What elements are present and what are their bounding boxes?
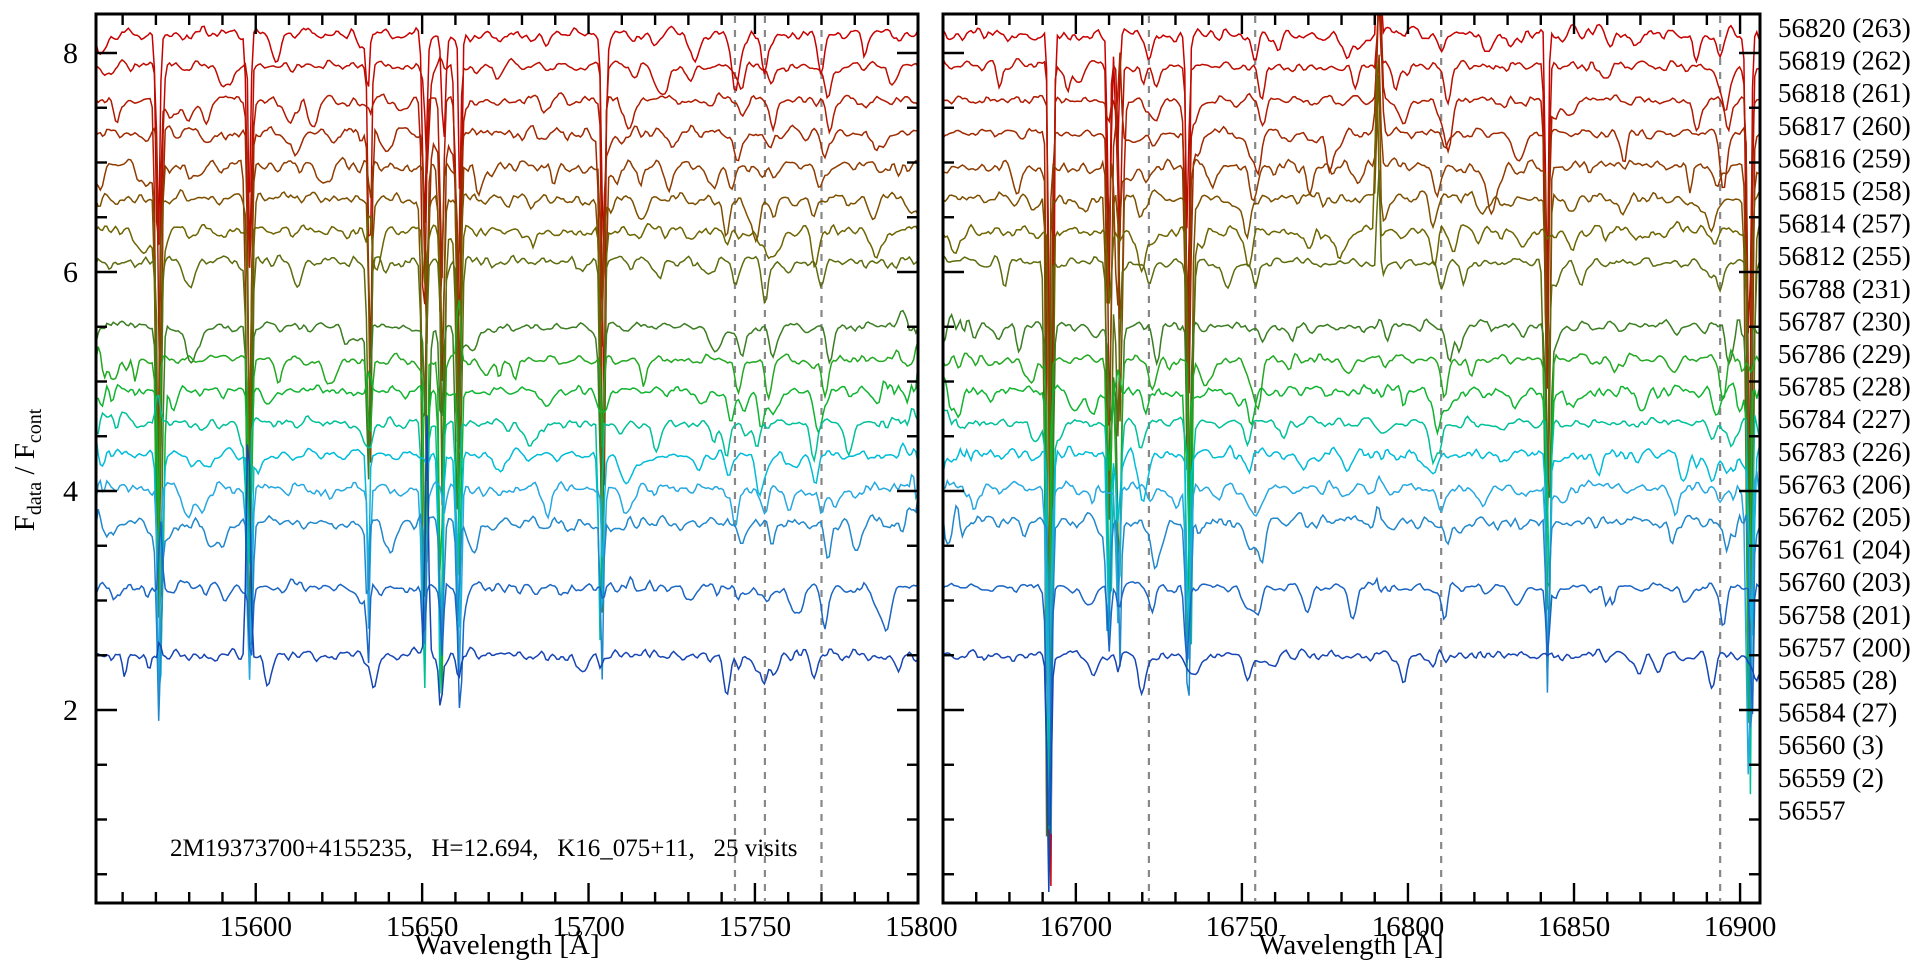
legend-entry-label: 56788 (231)	[1778, 274, 1911, 304]
legend-entry-label: 56783 (226)	[1778, 437, 1911, 467]
spectrum-line	[96, 55, 918, 413]
legend-entry-label: 56760 (203)	[1778, 567, 1911, 597]
spectrum-line	[96, 124, 918, 461]
spectrum-line	[96, 156, 918, 519]
legend-entry-label: 56812 (255)	[1778, 241, 1911, 271]
spectrum-line	[943, 312, 1760, 715]
x-tick-label: 16700	[1040, 911, 1113, 943]
spectrum-line	[96, 436, 918, 692]
x-tick-label: 15700	[552, 911, 625, 943]
spectrum-line	[943, 369, 1760, 743]
spectrum-line	[943, 75, 1760, 702]
x-tick-label: 16850	[1538, 911, 1611, 943]
legend-entry-label: 56758 (201)	[1778, 600, 1911, 630]
y-tick-label: 4	[63, 475, 78, 508]
spectrum-line	[96, 213, 918, 501]
legend-entry-label: 56786 (229)	[1778, 339, 1911, 369]
legend-entry-label: 56784 (227)	[1778, 404, 1911, 434]
spectrum-line	[96, 415, 918, 706]
spectrum-line	[96, 496, 918, 721]
legend-entry-label: 56559 (2)	[1778, 763, 1884, 793]
spectrum-line	[96, 299, 918, 696]
legend-entry-label: 56757 (200)	[1778, 632, 1911, 662]
spectrum-line	[943, 348, 1760, 820]
x-axis-title-left: Wavelength [Å]	[414, 929, 599, 960]
spectrum-line	[943, 14, 1760, 686]
spectrum-line	[96, 362, 918, 654]
spectrum-line	[943, 14, 1760, 850]
legend-entry-label: 56585 (28)	[1778, 665, 1897, 695]
spectrum-line	[96, 188, 918, 492]
y-tick-label: 6	[63, 256, 78, 289]
y-tick-label: 2	[63, 694, 78, 727]
spectra-group	[943, 14, 1760, 893]
spectrum-line	[943, 409, 1760, 830]
x-tick-label: 15650	[386, 911, 459, 943]
spectrum-line	[943, 14, 1760, 744]
legend-entry-label: 56820 (263)	[1778, 13, 1911, 43]
x-tick-label: 15750	[719, 911, 792, 943]
spectrum-line	[96, 25, 918, 254]
spectrum-line	[943, 54, 1760, 651]
legend-entry-label: 56814 (257)	[1778, 209, 1911, 239]
spectrum-line	[943, 648, 1760, 893]
legend-entry-label: 56762 (205)	[1778, 502, 1911, 532]
legend: 56820 (263)56819 (262)56818 (261)56817 (…	[1778, 13, 1911, 825]
spectrum-line	[943, 169, 1760, 837]
spectrum-line	[96, 91, 918, 439]
legend-entry-label: 56815 (258)	[1778, 176, 1911, 206]
legend-entry-label: 56785 (228)	[1778, 372, 1911, 402]
spectrum-line	[943, 503, 1760, 730]
legend-entry-label: 56763 (206)	[1778, 469, 1911, 499]
legend-entry-label: 56819 (262)	[1778, 46, 1911, 76]
legend-entry-label: 56584 (27)	[1778, 698, 1897, 728]
spectrum-line	[943, 471, 1760, 775]
panel-frame	[941, 12, 1762, 905]
spectra-group	[96, 25, 918, 721]
x-tick-label: 16750	[1206, 911, 1279, 943]
panel-frame	[94, 12, 920, 905]
spectrum-line	[96, 521, 918, 708]
legend-entry-label: 56560 (3)	[1778, 730, 1884, 760]
annotation: 2M19373700+4155235, H=12.694, K16_075+11…	[170, 835, 798, 862]
legend-entry-label: 56816 (259)	[1778, 143, 1911, 173]
legend-entry-label: 56818 (261)	[1778, 78, 1911, 108]
x-axis-title-right: Wavelength [Å]	[1258, 929, 1443, 960]
x-tick-label: 15800	[885, 911, 958, 943]
spectrum-line	[943, 444, 1760, 834]
spectrum-line	[96, 394, 918, 694]
spectrum-line	[96, 473, 918, 702]
legend-entry-label: 56787 (230)	[1778, 306, 1911, 336]
legend-entry-label: 56557	[1778, 795, 1846, 825]
legend-entry-label: 56761 (204)	[1778, 535, 1911, 565]
x-tick-label: 15600	[219, 911, 292, 943]
spectrum-line	[96, 254, 918, 643]
spectrum-line	[943, 576, 1760, 826]
x-tick-label: 16800	[1372, 911, 1445, 943]
spectrum-line	[943, 14, 1760, 887]
legend-entry-label: 56817 (260)	[1778, 111, 1911, 141]
spectrum-line	[943, 63, 1760, 813]
x-tick-label: 16900	[1704, 911, 1777, 943]
y-tick-label: 8	[63, 37, 78, 70]
y-axis-title: Fdata​ / Fcont​	[9, 408, 46, 531]
spectrum-line	[96, 309, 918, 632]
plot-render-root: 15600 15650 15700 15750 15800 16700 16750 16800…	[9, 12, 1777, 943]
